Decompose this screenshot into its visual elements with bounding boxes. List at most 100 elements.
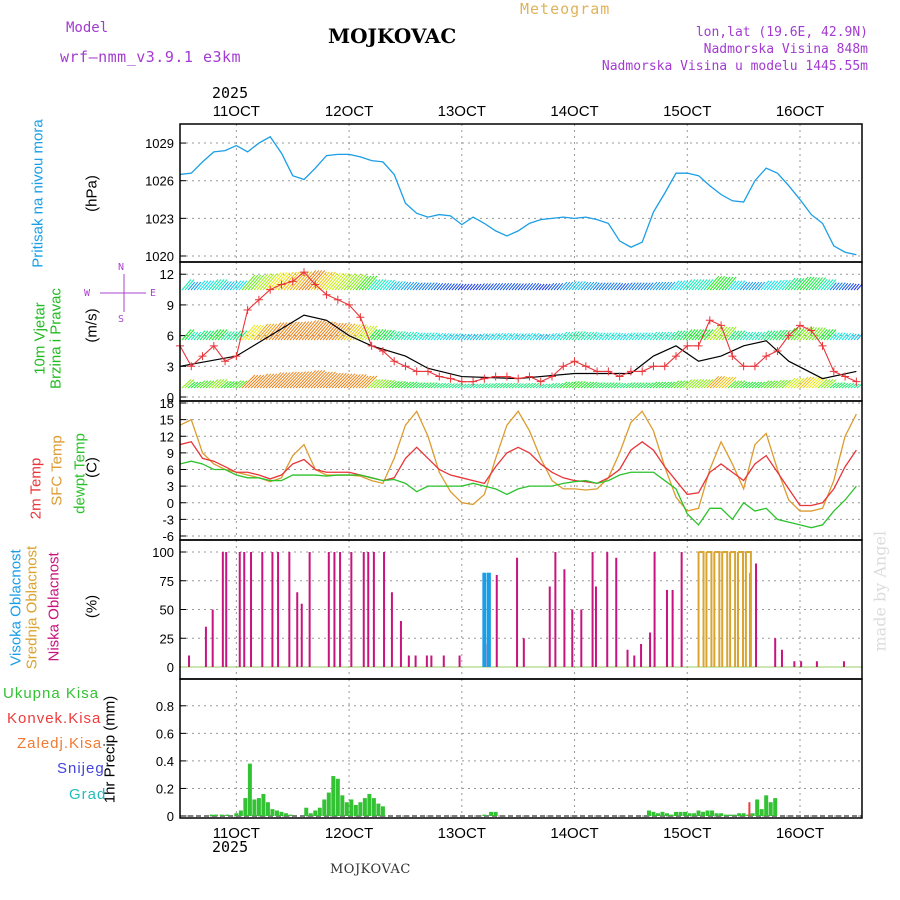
wind-barb: [703, 279, 714, 291]
wind-barb: [685, 329, 696, 341]
rain-bar: [723, 814, 728, 816]
wind-barb: [547, 382, 555, 389]
mid-cloud-bar: [737, 552, 739, 667]
wind-barb: [661, 281, 670, 291]
wind-barb: [733, 280, 743, 291]
wind-barb: [190, 281, 199, 291]
wind-barb: [811, 377, 823, 389]
wind-barb: [343, 324, 358, 341]
wind-speed-point: [356, 313, 365, 322]
wind-barb: [397, 331, 406, 341]
wind-barb: [475, 383, 482, 389]
low-cloud-bar: [640, 644, 643, 667]
wind-barb: [325, 272, 341, 291]
wind-barb: [436, 382, 444, 389]
wind-barb: [445, 333, 452, 341]
wind-barb: [187, 381, 196, 389]
wind-barb: [808, 377, 820, 389]
x-tick-label-top: 14OCT: [550, 103, 598, 120]
wind-barb: [853, 383, 860, 389]
y-tick-label: 0: [167, 809, 174, 824]
wind-barb: [610, 382, 618, 389]
wind-barb: [793, 377, 805, 389]
wind-barb: [352, 274, 367, 291]
wind-barb: [193, 281, 202, 291]
wind-barb: [730, 330, 740, 341]
wind-barb: [427, 382, 435, 389]
wind-barb: [505, 282, 513, 291]
rain-bar: [219, 814, 224, 816]
wind-barb: [790, 277, 802, 291]
wind-barb: [241, 374, 256, 389]
wind-barb: [220, 331, 229, 341]
mid-cloud-bar: [713, 552, 716, 667]
wind-speed-point: [672, 352, 680, 361]
wind-barb: [550, 382, 558, 389]
wind-barb: [340, 373, 356, 389]
wind-barb: [574, 381, 583, 389]
wind-barb: [409, 381, 418, 389]
rain-bar: [710, 810, 715, 816]
wind-barb: [385, 329, 395, 341]
wind-barb: [262, 323, 278, 341]
wind-barb: [400, 281, 409, 291]
low-cloud-bar: [390, 592, 393, 667]
wind-barb: [730, 280, 740, 291]
wind-barb: [640, 282, 648, 291]
wind-barb: [247, 274, 262, 291]
wind-barb: [337, 273, 353, 291]
low-cloud-bar: [665, 589, 668, 667]
wind-barb: [337, 373, 353, 389]
wind-barb: [565, 381, 574, 389]
wind-barb: [307, 270, 326, 291]
y-tick-label: 50: [160, 603, 174, 618]
wind-barb: [670, 280, 680, 291]
rain-bar: [340, 795, 345, 816]
low-cloud-bar: [594, 586, 597, 667]
wind-barb: [568, 281, 577, 291]
wind-barb: [226, 281, 235, 291]
rain-bar: [692, 813, 697, 816]
mid-cloud-bar: [729, 552, 732, 667]
wind-barb: [622, 332, 630, 341]
wind-barb: [367, 279, 378, 291]
wind-barb: [514, 283, 521, 291]
low-cloud-bar: [367, 552, 370, 667]
wind-barb: [181, 329, 192, 341]
wind-barb: [730, 380, 740, 389]
wind-speed-point: [784, 331, 793, 340]
wind-ref-line: [179, 314, 857, 380]
wind-barb: [370, 279, 381, 291]
wind-barb: [388, 381, 397, 389]
wind-barb: [319, 271, 336, 291]
wind-barb: [778, 279, 788, 291]
wind-barb: [496, 332, 504, 341]
wind-barb: [310, 321, 327, 341]
wind-barb: [655, 331, 664, 341]
wind-speed-point: [649, 362, 658, 371]
wind-speed-point: [750, 362, 759, 371]
wind-barb: [703, 379, 714, 389]
wind-barb: [196, 280, 206, 291]
x-tick-label-bottom: 16OCT: [776, 825, 824, 842]
wind-barb: [841, 332, 849, 341]
rain-bar: [317, 807, 322, 816]
wind-barb: [523, 282, 531, 291]
wind-barb: [844, 382, 852, 389]
wind-barb: [664, 331, 673, 341]
wind-barb: [565, 331, 574, 341]
wind-barb: [508, 282, 516, 291]
wind-barb: [541, 283, 548, 291]
wind-barb: [295, 371, 313, 389]
wind-barb: [535, 333, 542, 341]
wind-speed-point: [773, 346, 782, 355]
wind-barb: [514, 333, 521, 341]
low-cloud-bar: [516, 557, 519, 667]
wind-barb: [370, 379, 381, 389]
wind-barb: [481, 283, 488, 291]
low-cloud-bar: [250, 552, 253, 667]
wind-barb: [751, 331, 760, 341]
wind-barb: [322, 272, 338, 291]
wind-barb: [835, 382, 843, 389]
